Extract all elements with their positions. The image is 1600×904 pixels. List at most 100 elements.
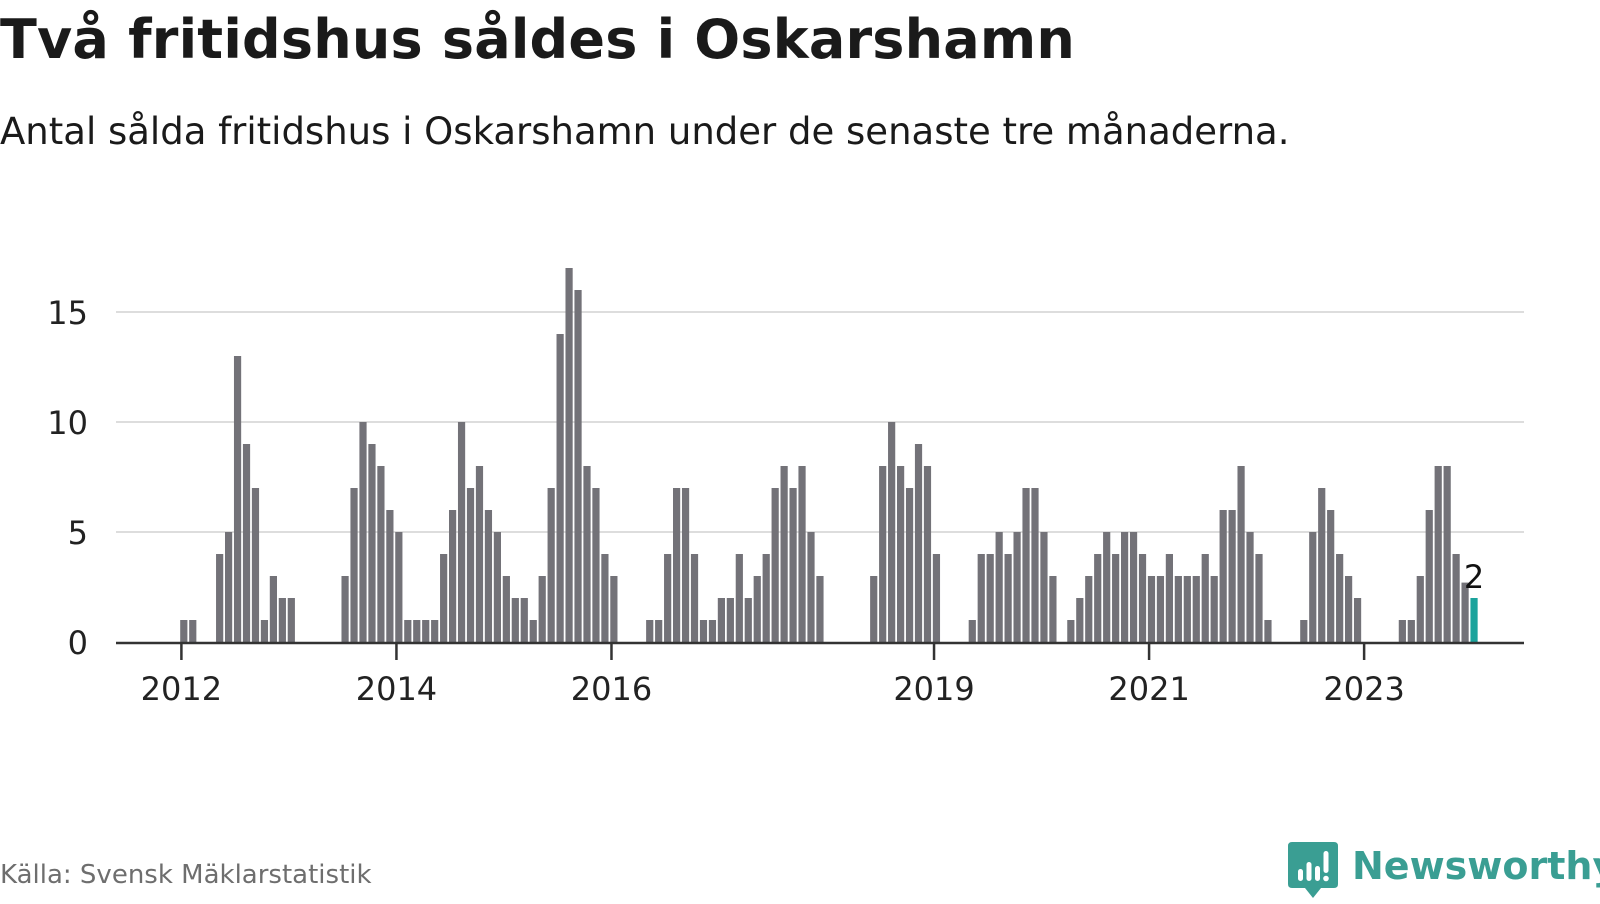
bar xyxy=(1165,554,1173,642)
bar-highlight xyxy=(1470,598,1478,642)
bar xyxy=(189,620,197,642)
bar xyxy=(422,620,430,642)
bar xyxy=(475,466,484,642)
bar xyxy=(1040,532,1048,642)
bar xyxy=(914,444,923,642)
bar xyxy=(1264,620,1272,642)
bar xyxy=(744,598,752,642)
bar xyxy=(565,268,573,642)
bar xyxy=(816,576,824,642)
brand-logo[interactable]: Newsworthy xyxy=(1288,842,1600,904)
bar xyxy=(717,598,725,642)
bar xyxy=(413,620,421,642)
bar xyxy=(888,422,896,642)
bar xyxy=(404,620,412,642)
x-axis-tick-labels: 2012 2014 2016 2019 2021 2023 xyxy=(141,670,1405,708)
bar xyxy=(753,576,761,642)
bar xyxy=(1076,598,1084,642)
source-note: Källa: Svensk Mäklarstatistik xyxy=(0,860,372,890)
bar xyxy=(1327,510,1335,642)
bar xyxy=(897,466,905,642)
bar xyxy=(789,488,797,642)
bar xyxy=(708,620,717,642)
bar xyxy=(386,510,394,642)
y-tick-label: 5 xyxy=(68,514,88,552)
bar xyxy=(431,620,439,642)
bar xyxy=(673,488,681,642)
bar xyxy=(1049,576,1057,642)
bar xyxy=(690,554,699,642)
bar xyxy=(251,488,260,642)
newsworthy-logo-icon xyxy=(1288,842,1338,898)
bar xyxy=(1318,488,1326,642)
bar xyxy=(1353,598,1362,642)
bar xyxy=(547,488,555,642)
bar xyxy=(870,576,878,642)
bar xyxy=(1112,554,1120,642)
bar xyxy=(601,554,609,642)
bar xyxy=(735,554,743,642)
bar xyxy=(1138,554,1147,642)
bar xyxy=(1443,466,1451,642)
y-tick-label: 0 xyxy=(68,624,88,662)
bar xyxy=(1156,576,1165,642)
x-axis xyxy=(116,641,1524,660)
bar xyxy=(1094,554,1102,642)
bar xyxy=(350,488,358,642)
bar xyxy=(807,532,815,642)
data-labels: 2 xyxy=(1464,558,1484,596)
bar xyxy=(986,554,994,642)
gridlines xyxy=(116,311,1524,533)
bar xyxy=(1345,576,1353,642)
bar xyxy=(359,422,367,642)
bar xyxy=(798,466,806,642)
bar xyxy=(1201,554,1209,642)
bar xyxy=(592,488,600,642)
bar xyxy=(511,598,519,642)
data-label-latest: 2 xyxy=(1464,558,1484,596)
bar xyxy=(699,620,708,642)
bar xyxy=(225,532,233,642)
bar xyxy=(664,554,672,642)
bar xyxy=(529,620,537,642)
bar xyxy=(681,488,690,642)
bar xyxy=(762,554,770,642)
x-tick-label: 2016 xyxy=(571,670,652,708)
bar xyxy=(1067,620,1075,642)
bar xyxy=(1300,620,1308,642)
bar xyxy=(1183,576,1191,642)
bar xyxy=(1416,576,1424,642)
brand-name: Newsworthy xyxy=(1352,844,1600,888)
y-tick-label: 10 xyxy=(47,404,88,442)
bar xyxy=(879,466,887,642)
bar xyxy=(260,620,269,642)
chart-subtitle: Antal sålda fritidshus i Oskarshamn unde… xyxy=(0,110,1290,153)
bar xyxy=(583,466,591,642)
bar xyxy=(556,334,564,642)
bar xyxy=(780,466,788,642)
bar xyxy=(977,554,985,642)
bar xyxy=(646,620,654,642)
bar xyxy=(377,466,385,642)
bar xyxy=(287,598,295,642)
bar xyxy=(1336,554,1344,642)
bar xyxy=(502,576,510,642)
bar xyxy=(440,554,448,642)
bar xyxy=(484,510,493,642)
bar xyxy=(1309,532,1317,642)
bar xyxy=(242,444,251,642)
x-tick-label: 2021 xyxy=(1108,670,1189,708)
bar xyxy=(278,598,286,642)
bar xyxy=(520,598,528,642)
bar xyxy=(493,532,501,642)
bar xyxy=(1103,532,1111,642)
bar xyxy=(233,356,242,642)
bar xyxy=(368,444,376,642)
bar xyxy=(905,488,914,642)
bars xyxy=(180,268,1478,642)
bar xyxy=(1434,466,1442,642)
bar xyxy=(466,488,475,642)
bar xyxy=(968,620,976,642)
bar xyxy=(1174,576,1182,642)
